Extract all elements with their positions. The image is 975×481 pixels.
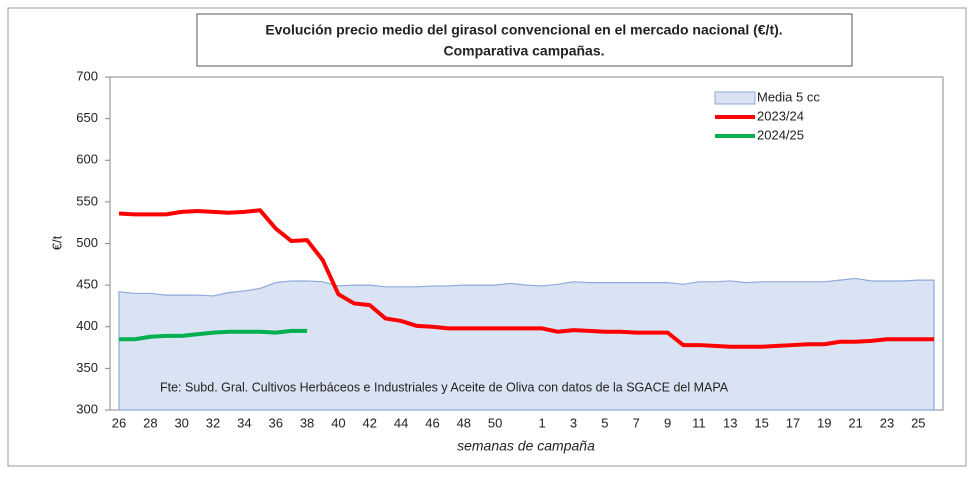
x-tick-label: 17 bbox=[786, 415, 800, 430]
x-tick-label: 48 bbox=[457, 415, 471, 430]
annotation: Fte: Subd. Gral. Cultivos Herbáceos e In… bbox=[160, 380, 729, 394]
y-tick-label: 650 bbox=[76, 110, 98, 125]
x-tick-label: 23 bbox=[880, 415, 894, 430]
y-axis-title: €/t bbox=[49, 235, 64, 250]
x-tick-label: 40 bbox=[331, 415, 345, 430]
title-box bbox=[196, 13, 853, 67]
legend-label: Media 5 cc bbox=[757, 89, 820, 104]
x-tick-label: 42 bbox=[363, 415, 377, 430]
x-tick-label: 15 bbox=[754, 415, 768, 430]
y-tick-label: 350 bbox=[76, 360, 98, 375]
y-tick-label: 450 bbox=[76, 277, 98, 292]
x-tick-label: 11 bbox=[692, 415, 706, 430]
x-tick-label: 44 bbox=[394, 415, 408, 430]
y-tick-label: 500 bbox=[76, 235, 98, 250]
x-axis-title: semanas de campaña bbox=[457, 438, 595, 454]
y-tick-label: 300 bbox=[76, 401, 98, 416]
x-tick-label: 26 bbox=[112, 415, 126, 430]
legend-swatch bbox=[714, 91, 756, 105]
x-tick-label: 50 bbox=[488, 415, 502, 430]
x-tick-label: 9 bbox=[664, 415, 671, 430]
x-tick-label: 5 bbox=[601, 415, 608, 430]
x-tick-label: 38 bbox=[300, 415, 314, 430]
x-tick-label: 30 bbox=[174, 415, 188, 430]
line bbox=[119, 328, 308, 342]
x-tick-label: 25 bbox=[911, 415, 925, 430]
x-tick-label: 32 bbox=[206, 415, 220, 430]
area bbox=[118, 277, 935, 411]
x-tick-label: 28 bbox=[143, 415, 157, 430]
x-tick-label: 36 bbox=[268, 415, 282, 430]
line bbox=[118, 208, 934, 349]
x-tick-label: 46 bbox=[425, 415, 439, 430]
y-tick-label: 700 bbox=[76, 68, 98, 83]
x-tick-label: 3 bbox=[570, 415, 577, 430]
x-tick-label: 1 bbox=[539, 415, 546, 430]
x-tick-label: 34 bbox=[237, 415, 251, 430]
x-tick-label: 7 bbox=[633, 415, 640, 430]
legend-label: 2024/25 bbox=[757, 127, 804, 142]
chart-subtitle: Comparativa campañas. bbox=[443, 43, 604, 59]
x-tick-label: 21 bbox=[848, 415, 862, 430]
x-tick-label: 13 bbox=[723, 415, 737, 430]
legend-label: 2023/24 bbox=[757, 108, 804, 123]
y-tick-label: 550 bbox=[76, 193, 98, 208]
chart-title: Evolución precio medio del girasol conve… bbox=[265, 22, 782, 38]
y-tick-label: 600 bbox=[76, 152, 98, 167]
x-tick-label: 19 bbox=[817, 415, 831, 430]
y-tick-label: 400 bbox=[76, 318, 98, 333]
